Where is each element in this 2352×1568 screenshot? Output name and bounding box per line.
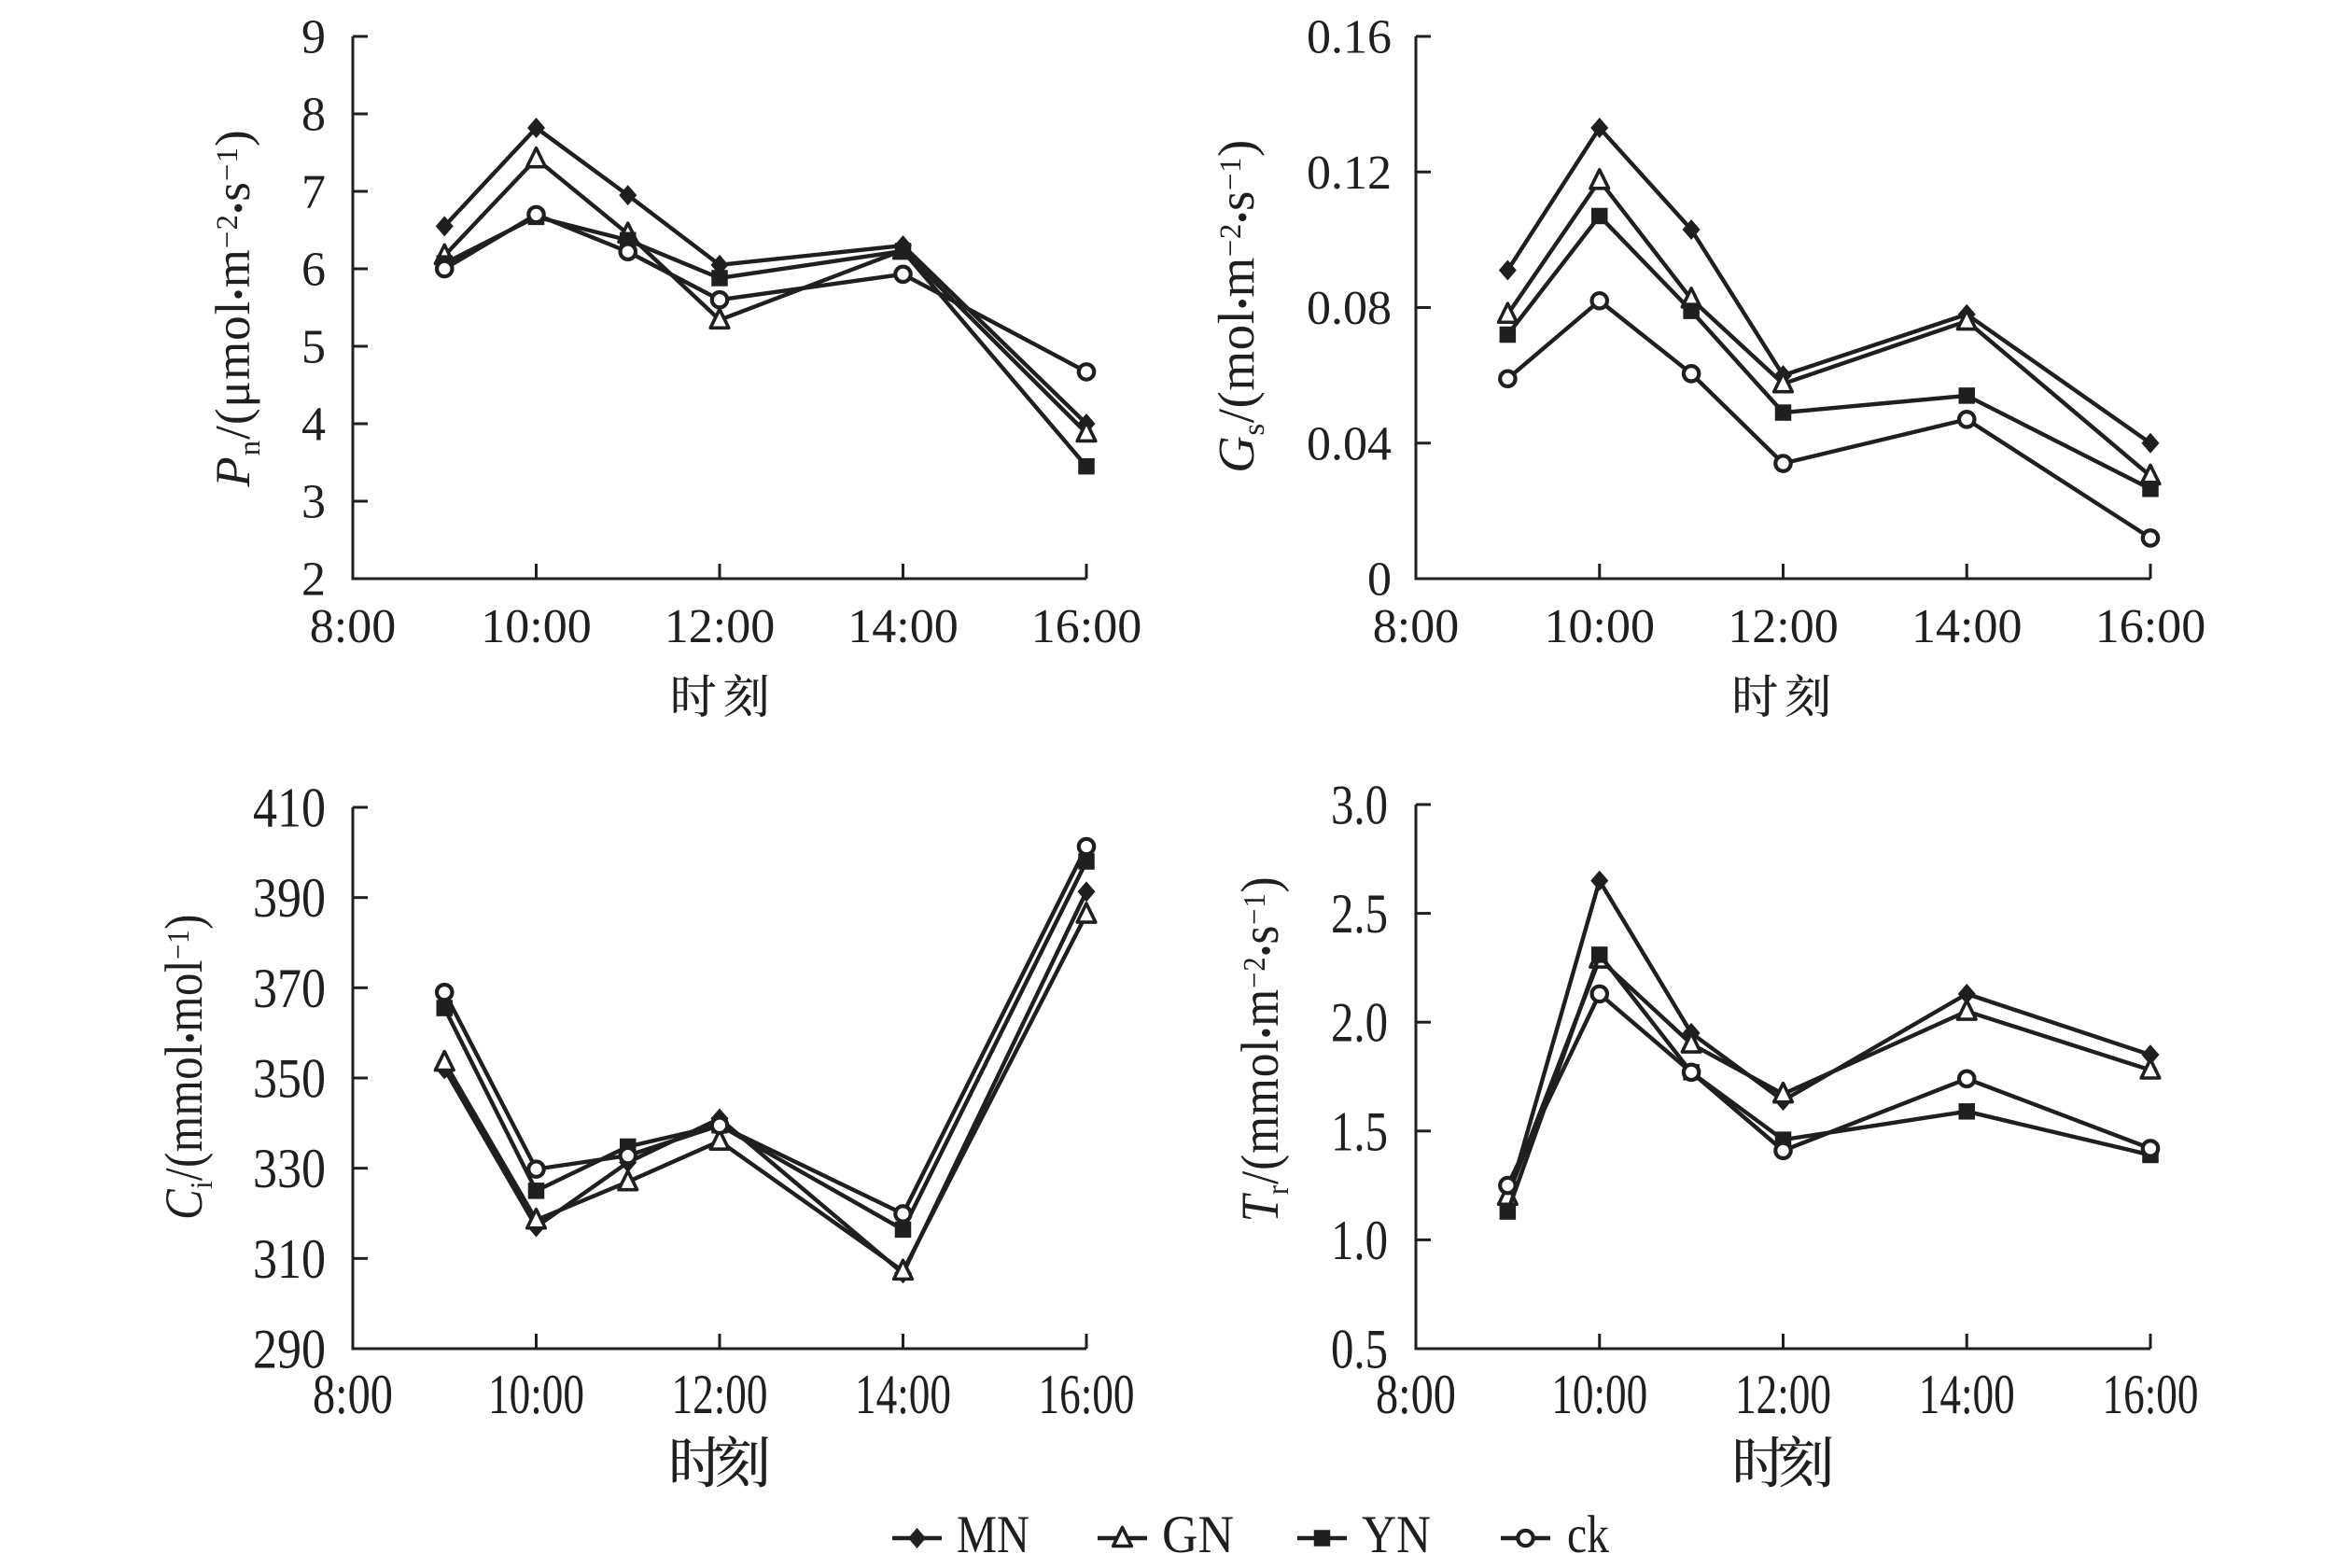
svg-text:330: 330	[253, 1138, 326, 1199]
svg-text:0.04: 0.04	[1307, 417, 1392, 470]
svg-text:290: 290	[253, 1319, 326, 1380]
svg-text:10:00: 10:00	[1551, 1364, 1647, 1425]
svg-text:6: 6	[301, 244, 326, 297]
svg-text:14:00: 14:00	[847, 600, 958, 653]
svg-text:Gs/(mol•m−2•s−1): Gs/(mol•m−2•s−1)	[1208, 139, 1271, 473]
svg-text:7: 7	[301, 166, 326, 219]
svg-text:310: 310	[253, 1228, 326, 1290]
svg-text:0.5: 0.5	[1331, 1319, 1388, 1380]
svg-text:0.16: 0.16	[1307, 11, 1392, 64]
svg-text:Ci/(mmol•mol−1): Ci/(mmol•mol−1)	[156, 914, 219, 1220]
svg-text:410: 410	[253, 777, 326, 839]
svg-text:370: 370	[253, 958, 326, 1019]
svg-text:390: 390	[253, 867, 326, 929]
svg-text:2.5: 2.5	[1331, 883, 1388, 945]
svg-text:GN: GN	[1162, 1505, 1234, 1563]
svg-text:2.0: 2.0	[1331, 992, 1388, 1054]
svg-text:8:00: 8:00	[1373, 600, 1459, 653]
svg-text:1.0: 1.0	[1331, 1210, 1388, 1271]
svg-text:10:00: 10:00	[1545, 600, 1655, 653]
svg-text:8: 8	[301, 89, 326, 142]
svg-text:12:00: 12:00	[672, 1364, 768, 1425]
svg-text:9: 9	[301, 11, 326, 64]
svg-text:16:00: 16:00	[1039, 1364, 1135, 1425]
svg-text:3.0: 3.0	[1331, 775, 1388, 836]
svg-text:Tr/(mmol•m−2•s−1): Tr/(mmol•m−2•s−1)	[1231, 875, 1295, 1222]
svg-text:12:00: 12:00	[1735, 1364, 1831, 1425]
svg-text:0: 0	[1367, 553, 1392, 607]
svg-text:8:00: 8:00	[310, 600, 396, 653]
svg-text:8:00: 8:00	[1376, 1364, 1456, 1425]
svg-text:16:00: 16:00	[1031, 600, 1141, 653]
svg-text:350: 350	[253, 1048, 326, 1110]
svg-text:8:00: 8:00	[313, 1364, 393, 1425]
svg-text:16:00: 16:00	[2103, 1364, 2199, 1425]
svg-text:Pn/(μmol•m−2•s−1): Pn/(μmol•m−2•s−1)	[206, 129, 267, 487]
svg-text:MN: MN	[957, 1505, 1029, 1563]
svg-text:3: 3	[301, 476, 326, 529]
svg-text:ck: ck	[1567, 1505, 1609, 1563]
svg-text:YN: YN	[1362, 1505, 1431, 1563]
svg-text:12:00: 12:00	[1728, 600, 1838, 653]
svg-text:10:00: 10:00	[481, 600, 591, 653]
svg-text:2: 2	[301, 553, 326, 607]
svg-text:10:00: 10:00	[488, 1364, 584, 1425]
svg-text:14:00: 14:00	[1919, 1364, 2015, 1425]
svg-text:0.12: 0.12	[1307, 147, 1392, 200]
svg-text:1.5: 1.5	[1331, 1100, 1388, 1162]
svg-text:16:00: 16:00	[2095, 600, 2205, 653]
svg-text:14:00: 14:00	[855, 1364, 951, 1425]
svg-text:12:00: 12:00	[665, 600, 775, 653]
svg-text:5: 5	[301, 321, 326, 374]
svg-text:4: 4	[301, 399, 326, 452]
svg-text:0.08: 0.08	[1307, 282, 1392, 335]
svg-text:14:00: 14:00	[1911, 600, 2022, 653]
